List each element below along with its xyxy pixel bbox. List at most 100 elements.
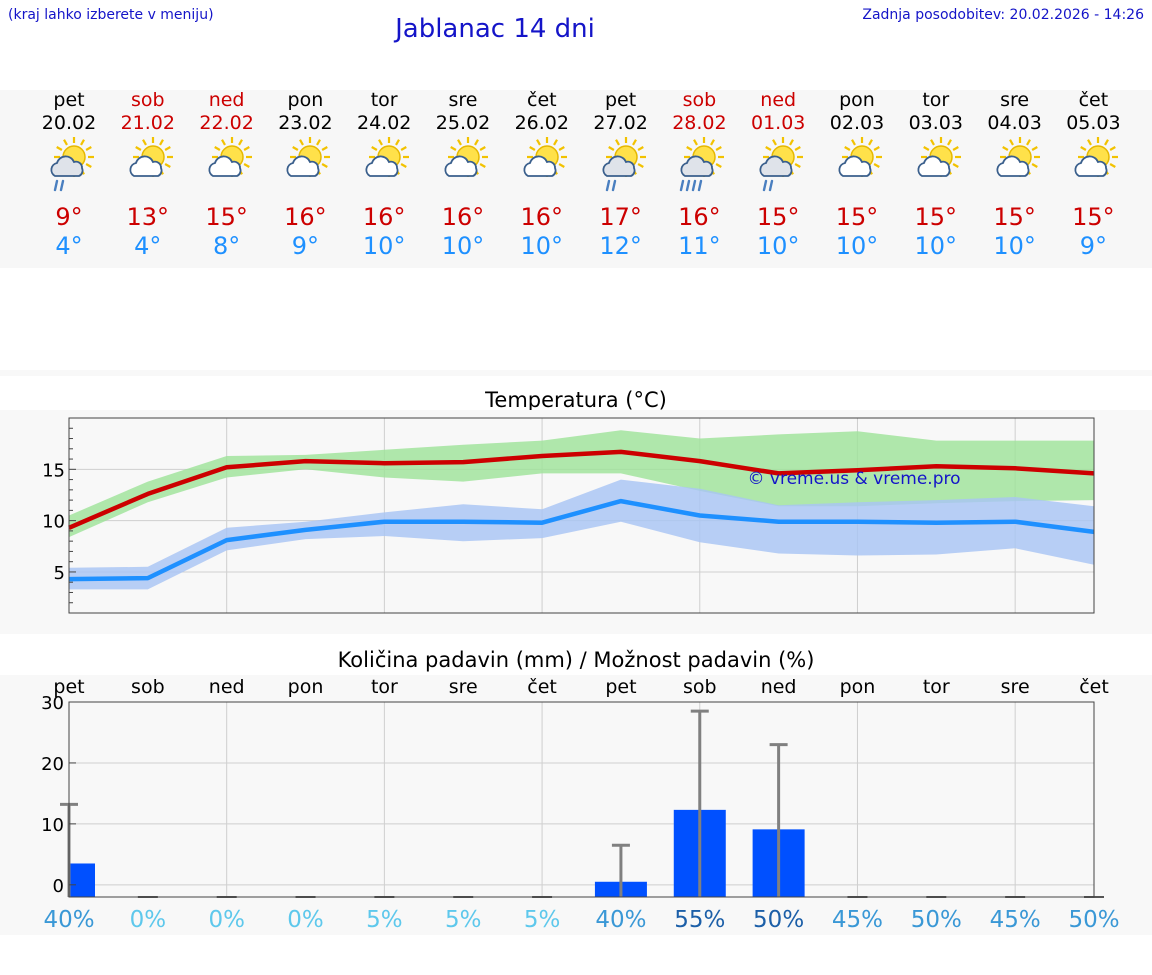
plot-frame: [68, 417, 1095, 614]
y-tick-label: 5: [54, 563, 65, 584]
y-tick-label: 0: [53, 876, 64, 897]
day-column: sob 21.02 13° 4°: [108, 89, 188, 260]
day-date: 22.02: [199, 112, 254, 134]
min-temperature: 4°: [134, 232, 162, 260]
sun-cloud-icon: [265, 135, 345, 203]
min-temperature: 12°: [599, 232, 642, 260]
day-date: 27.02: [593, 112, 648, 134]
max-temperature: 15°: [914, 203, 958, 231]
x-tick-label: sre: [1001, 676, 1030, 698]
day-date: 02.03: [829, 112, 885, 134]
divider: [0, 370, 1152, 376]
day-date: 24.02: [356, 112, 412, 134]
max-temperature: 16°: [284, 203, 327, 231]
max-temperature: 16°: [441, 203, 485, 231]
min-temperature: 10°: [362, 232, 406, 260]
x-tick-label: pet: [53, 676, 84, 698]
min-temperature-line: [68, 498, 1095, 582]
day-column: sre 04.03 15° 10°: [975, 89, 1055, 260]
day-name: pon: [287, 89, 324, 111]
min-temperature: 10°: [520, 232, 564, 260]
x-tick-label: ned: [209, 676, 245, 698]
y-tick-label: 10: [41, 815, 64, 836]
min-temperature: 10°: [993, 232, 1036, 260]
sun-cloud-icon: [423, 135, 503, 203]
sun-cloud-icon: [975, 135, 1055, 203]
day-name: sre: [448, 89, 478, 111]
day-name: tor: [922, 89, 950, 111]
day-date: 26.02: [514, 112, 569, 134]
day-name: ned: [760, 89, 797, 111]
page-title: Jablanac 14 dni: [395, 14, 595, 44]
max-temperature-line: [68, 449, 1095, 530]
precipitation-probability: 0%: [287, 907, 324, 933]
x-tick-label: pon: [840, 676, 876, 698]
min-temperature: 8°: [212, 232, 241, 260]
precipitation-probability: 0%: [208, 907, 245, 933]
day-date: 23.02: [278, 112, 333, 134]
day-column: ned 22.02 15° 8°: [187, 89, 267, 260]
max-temperature: 9°: [55, 203, 83, 231]
day-name: čet: [1078, 89, 1109, 111]
min-temperature-range-band: [69, 479, 1094, 590]
forecast-background: [0, 90, 1152, 268]
precipitation-probability: 0%: [130, 907, 167, 933]
day-date: 01.03: [750, 112, 806, 134]
day-name: pet: [604, 89, 637, 111]
day-column: sre 25.02 16° 10°: [423, 89, 503, 260]
y-tick-label: 10: [42, 512, 65, 533]
day-name: sob: [131, 89, 165, 111]
day-name: pet: [53, 89, 85, 111]
precipitation-probability: 50%: [1068, 907, 1119, 933]
daily-forecast-strip: pet 20.02 9° 4° sob 21.02 13° 4° ned 22.02 15° 8° po…: [0, 89, 1152, 269]
y-tick-label: 30: [41, 693, 64, 714]
day-column: ned 01.03 15° 10°: [738, 89, 818, 260]
min-temperature: 11°: [678, 232, 721, 260]
day-column: pon 02.03 15° 10°: [817, 89, 897, 260]
precipitation-chart-title: Količina padavin (mm) / Možnost padavin …: [337, 648, 815, 672]
max-temperature: 15°: [1072, 203, 1115, 231]
watermark: © vreme.us & vreme.pro: [747, 469, 960, 489]
min-temperature: 10°: [835, 232, 879, 260]
day-date: 20.02: [41, 112, 97, 134]
day-name: sob: [682, 89, 717, 111]
day-name: sre: [1000, 89, 1030, 111]
day-column: pon 23.02 16° 9°: [265, 89, 345, 260]
precipitation-probability: 55%: [674, 907, 725, 933]
sun-cloud-heavy-rain-icon: [659, 135, 739, 203]
x-tick-label: ned: [761, 676, 797, 698]
min-temperature: 10°: [914, 232, 958, 260]
day-column: pet 27.02 17° 12°: [581, 89, 661, 260]
day-column: tor 03.03 15° 10°: [896, 89, 976, 260]
region-hint: (kraj lahko izberete v meniju): [8, 7, 214, 23]
x-tick-label: čet: [527, 676, 557, 698]
precipitation-probability: 5%: [445, 907, 482, 933]
day-date: 05.03: [1066, 112, 1121, 134]
x-tick-label: sob: [131, 676, 165, 698]
max-temperature: 16°: [520, 203, 564, 231]
x-tick-label: tor: [371, 676, 398, 698]
day-date: 21.02: [120, 112, 175, 134]
day-column: pet 20.02 9° 4°: [29, 89, 109, 260]
temperature-chart: 5 10 15 © vreme.us & vreme.pro: [42, 417, 1095, 614]
sun-cloud-icon: [502, 135, 582, 203]
sun-cloud-rain-icon: [738, 135, 818, 203]
sun-cloud-icon: [108, 135, 188, 203]
x-tick-label: pet: [605, 676, 636, 698]
max-temperature: 16°: [678, 203, 721, 231]
day-column: tor 24.02 16° 10°: [344, 89, 424, 260]
plot-frame: [68, 701, 1095, 898]
day-name: tor: [370, 89, 398, 111]
x-tick-label: čet: [1079, 676, 1109, 698]
min-temperature: 10°: [441, 232, 485, 260]
max-temperature: 16°: [362, 203, 406, 231]
precipitation-probability: 50%: [753, 907, 804, 933]
temperature-chart-title: Temperatura (°C): [485, 388, 667, 412]
plot-area: [69, 702, 1094, 897]
day-name: pon: [839, 89, 875, 111]
day-date: 04.03: [987, 112, 1042, 134]
x-tick-label: sob: [683, 676, 717, 698]
day-date: 25.02: [435, 112, 491, 134]
min-temperature: 9°: [1079, 232, 1108, 260]
max-temperature-range-band: [69, 430, 1094, 538]
